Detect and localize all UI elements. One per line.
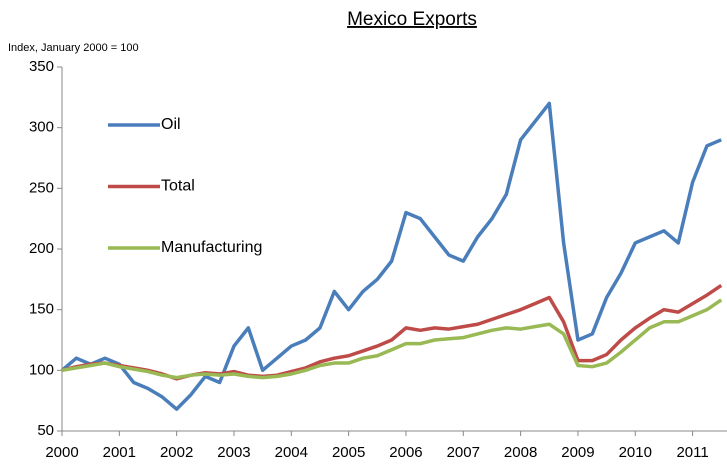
x-tick-label: 2010 <box>619 444 652 461</box>
x-tick-label: 2006 <box>389 444 422 461</box>
y-tick-label: 300 <box>29 119 54 136</box>
series-line <box>61 283 723 381</box>
x-tick-label: 2005 <box>332 444 365 461</box>
series-line <box>60 101 722 411</box>
x-tick-label: 2000 <box>45 444 78 461</box>
x-tick-label: 2008 <box>504 444 537 461</box>
y-tick-label: 250 <box>29 179 54 196</box>
x-tick-label: 2003 <box>217 444 250 461</box>
chart-title: Mexico Exports <box>347 9 477 30</box>
series-line <box>61 298 723 380</box>
y-tick-label: 50 <box>37 422 54 439</box>
y-tick-label: 350 <box>29 58 54 75</box>
x-tick-label: 2004 <box>275 444 308 461</box>
x-tick-label: 2002 <box>160 444 193 461</box>
legend-label: Manufacturing <box>161 239 262 256</box>
y-tick-label: 200 <box>29 240 54 257</box>
x-tick-label: 2007 <box>447 444 480 461</box>
x-tick-label: 2001 <box>103 444 136 461</box>
legend-label: Oil <box>161 116 181 133</box>
legend-label: Total <box>161 178 195 195</box>
y-tick-label: 150 <box>29 301 54 318</box>
x-tick-label: 2011 <box>676 444 708 461</box>
y-axis-label: Index, January 2000 = 100 <box>8 42 139 54</box>
y-tick-label: 100 <box>29 361 54 378</box>
x-tick-label: 2009 <box>561 444 594 461</box>
